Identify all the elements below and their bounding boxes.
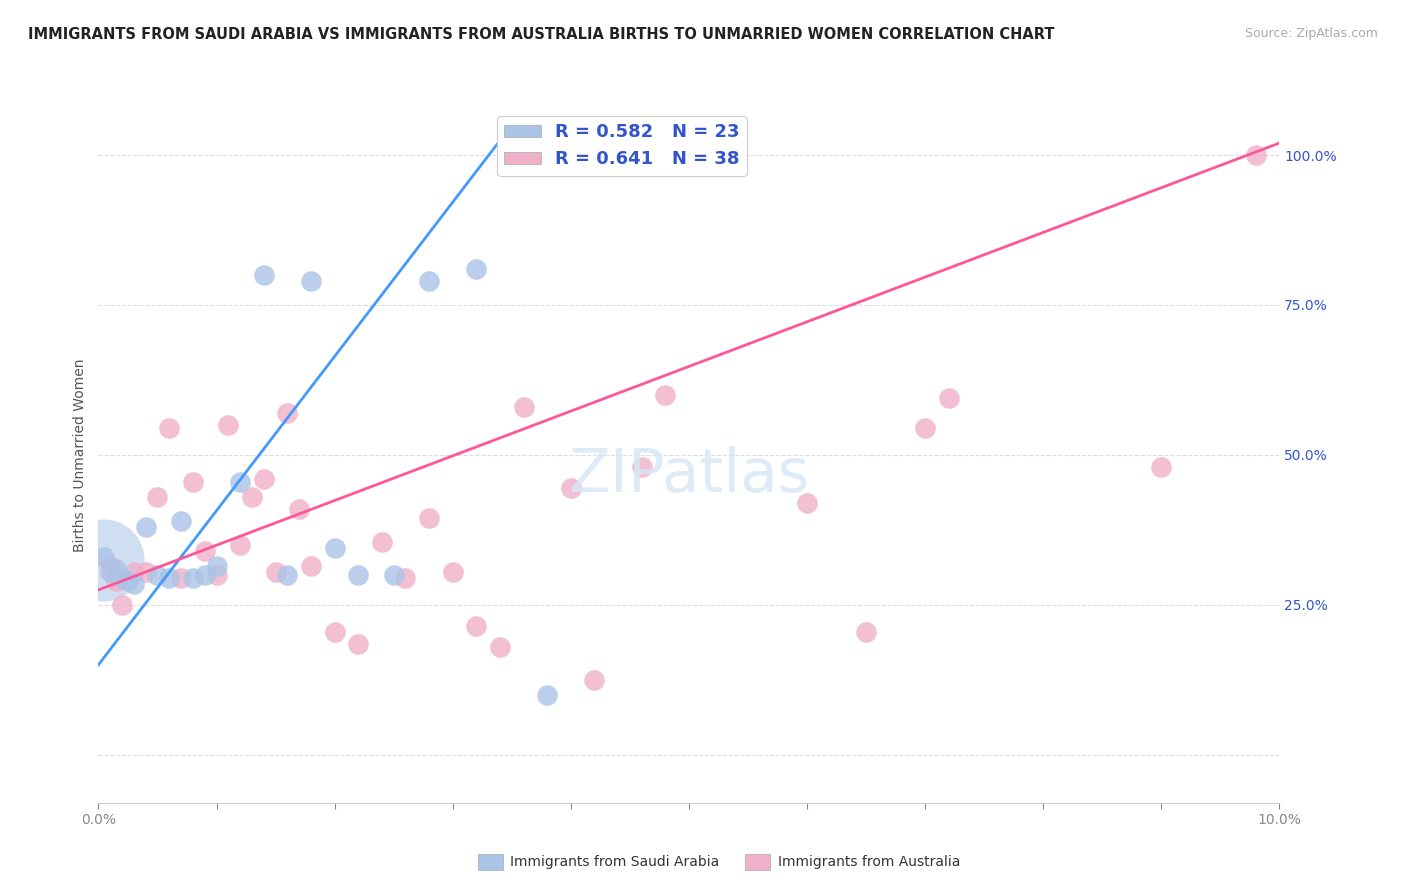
Text: ZIPatlas: ZIPatlas <box>568 446 810 505</box>
Text: Immigrants from Saudi Arabia: Immigrants from Saudi Arabia <box>510 855 720 869</box>
Point <box>93 549 115 564</box>
Point <box>146 567 169 582</box>
Point <box>170 514 193 528</box>
Point <box>796 496 818 510</box>
Point <box>91 553 114 567</box>
Point <box>194 544 217 558</box>
Point <box>855 624 877 639</box>
Point <box>135 565 157 579</box>
Point <box>914 421 936 435</box>
Point <box>382 567 405 582</box>
Point <box>394 571 416 585</box>
Point <box>229 538 252 552</box>
Point <box>157 421 180 435</box>
Point <box>122 565 145 579</box>
Text: Immigrants from Australia: Immigrants from Australia <box>778 855 960 869</box>
Point <box>105 562 128 576</box>
Point <box>560 481 582 495</box>
Point <box>205 567 228 582</box>
Y-axis label: Births to Unmarried Women: Births to Unmarried Women <box>73 359 87 551</box>
Point <box>111 571 134 585</box>
Point <box>157 571 180 585</box>
Point <box>489 640 512 654</box>
Point <box>418 511 440 525</box>
Point <box>323 624 346 639</box>
Point <box>465 262 488 277</box>
Point <box>465 619 488 633</box>
Point <box>630 459 652 474</box>
Text: IMMIGRANTS FROM SAUDI ARABIA VS IMMIGRANTS FROM AUSTRALIA BIRTHS TO UNMARRIED WO: IMMIGRANTS FROM SAUDI ARABIA VS IMMIGRAN… <box>28 27 1054 42</box>
Point <box>654 388 676 402</box>
Point <box>276 406 298 420</box>
Point <box>135 520 157 534</box>
Point <box>117 574 139 588</box>
Point <box>418 274 440 288</box>
Point <box>583 673 606 687</box>
Point <box>205 558 228 573</box>
Point <box>253 472 276 486</box>
Point <box>264 565 287 579</box>
Point <box>181 475 204 489</box>
Point <box>98 558 121 573</box>
Text: Source: ZipAtlas.com: Source: ZipAtlas.com <box>1244 27 1378 40</box>
Point <box>276 567 298 582</box>
Point <box>194 567 217 582</box>
Point <box>371 534 394 549</box>
Point <box>938 391 960 405</box>
Point <box>299 274 322 288</box>
Point <box>441 565 464 579</box>
Legend: R = 0.582   N = 23, R = 0.641   N = 38: R = 0.582 N = 23, R = 0.641 N = 38 <box>498 116 747 176</box>
Point <box>217 417 239 432</box>
Point <box>347 637 370 651</box>
Point <box>1150 459 1173 474</box>
Point <box>229 475 252 489</box>
Point <box>170 571 193 585</box>
Point <box>512 400 534 414</box>
Point <box>111 598 134 612</box>
Point <box>536 688 558 702</box>
Point <box>347 567 370 582</box>
Point <box>323 541 346 555</box>
Point <box>98 565 121 579</box>
Point <box>146 490 169 504</box>
Point <box>105 574 128 588</box>
Point <box>240 490 263 504</box>
Point <box>181 571 204 585</box>
Point <box>1244 148 1267 162</box>
Point <box>288 502 311 516</box>
Point <box>122 577 145 591</box>
Point <box>253 268 276 282</box>
Point <box>299 558 322 573</box>
